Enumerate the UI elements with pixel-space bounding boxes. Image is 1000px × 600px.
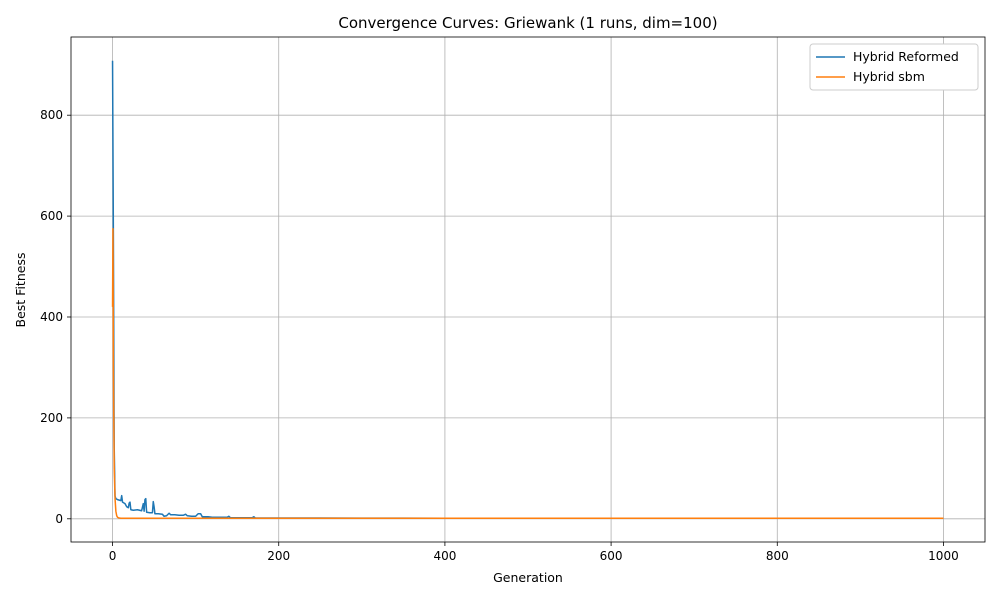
x-tick-label: 400 <box>433 549 456 563</box>
legend-label-hybrid-sbm: Hybrid sbm <box>853 69 925 84</box>
legend-label-hybrid-reformed: Hybrid Reformed <box>853 49 959 64</box>
legend: Hybrid Reformed Hybrid sbm <box>809 43 979 91</box>
x-tick-label: 1000 <box>928 549 959 563</box>
y-tick-label: 600 <box>40 209 63 223</box>
y-tick-label: 200 <box>40 411 63 425</box>
x-tick-label: 800 <box>766 549 789 563</box>
series-line-hybrid-sbm <box>111 227 944 520</box>
y-axis-label: Best Fitness <box>13 253 28 328</box>
y-tick-label: 0 <box>55 512 63 526</box>
plot-frame <box>70 36 986 543</box>
y-tick-label: 400 <box>40 310 63 324</box>
chart-title: Convergence Curves: Griewank (1 runs, di… <box>338 14 717 32</box>
x-tick-label: 0 <box>109 549 117 563</box>
x-tick-label: 600 <box>600 549 623 563</box>
x-tick-label: 200 <box>267 549 290 563</box>
axis-ticks: 0 200 400 600 800 1000 0 200 400 600 800 <box>40 108 959 563</box>
x-axis-label: Generation <box>493 570 563 585</box>
y-tick-label: 800 <box>40 108 63 122</box>
series-lines <box>111 60 944 520</box>
legend-box <box>809 43 979 91</box>
